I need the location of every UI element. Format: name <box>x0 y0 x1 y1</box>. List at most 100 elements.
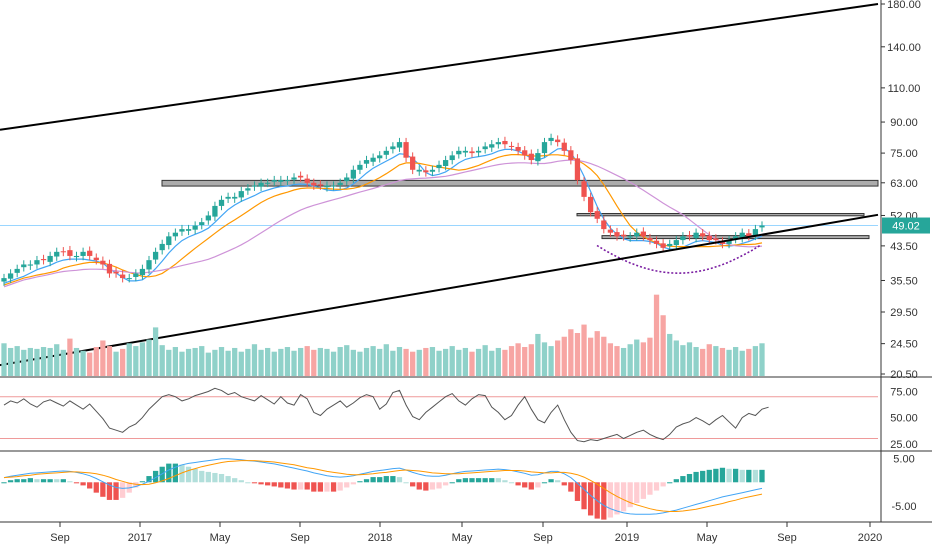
macd-histogram-bar <box>508 482 515 484</box>
macd-histogram-bar <box>350 482 356 485</box>
rsi-pane[interactable] <box>0 387 878 443</box>
candle-body <box>660 243 666 248</box>
candle-body <box>640 231 646 237</box>
candle-body <box>653 240 660 244</box>
macd-histogram-bar <box>80 482 86 486</box>
candle-body <box>647 238 653 241</box>
candle-body <box>146 260 152 270</box>
macd-histogram-bar <box>185 466 192 483</box>
candle-body <box>14 268 20 273</box>
candle-body <box>548 137 554 141</box>
macd-histogram-bar <box>100 482 106 497</box>
candle-body <box>152 251 159 260</box>
volume-bar <box>258 349 264 376</box>
macd-histogram-bar <box>673 479 679 483</box>
candle-body <box>489 144 495 148</box>
volume-bar <box>245 348 251 376</box>
volume-bar <box>297 347 304 376</box>
volume-bar <box>330 351 337 376</box>
volume-bar <box>238 351 244 376</box>
candle-body <box>337 182 343 185</box>
macd-histogram-bar <box>462 478 469 483</box>
volume-bar <box>607 343 614 376</box>
volume-bar <box>34 348 40 376</box>
candle-body <box>693 232 699 239</box>
volume-bar <box>185 348 192 376</box>
candle-body <box>218 199 225 206</box>
macd-histogram-bar <box>614 482 620 515</box>
macd-histogram-bar <box>363 479 370 483</box>
volume-bar <box>251 344 258 376</box>
candle-body <box>113 271 119 274</box>
macd-histogram-bar <box>113 482 119 500</box>
candle-body <box>324 185 330 188</box>
volume-bar <box>614 346 620 376</box>
macd-histogram-bar <box>574 482 581 501</box>
volume-pane <box>1 294 765 376</box>
macd-histogram-bar <box>330 482 337 492</box>
candle-body <box>297 175 304 178</box>
candle-body <box>607 229 614 233</box>
candle-body <box>574 158 581 181</box>
candle-body <box>87 250 93 256</box>
volume-bar <box>528 344 534 376</box>
volume-bar <box>218 347 225 376</box>
volume-bar <box>212 349 218 376</box>
price-pane[interactable] <box>0 3 879 367</box>
volume-bar <box>27 347 34 376</box>
time-tick-label: 2017 <box>128 532 152 544</box>
macd-histogram-bar <box>456 479 462 483</box>
macd-histogram-bar <box>238 480 244 483</box>
volume-bar <box>225 350 231 376</box>
volume-bar <box>601 336 607 376</box>
macd-histogram-bar <box>337 482 343 491</box>
macd-histogram-bar <box>587 482 594 516</box>
macd-histogram-bar <box>535 482 541 488</box>
candle-body <box>475 150 482 153</box>
macd-histogram-bar <box>159 466 165 483</box>
candle-body <box>166 236 172 246</box>
macd-histogram-bar <box>502 480 508 483</box>
macd-histogram-bar <box>515 482 521 486</box>
volume-bar <box>87 352 93 376</box>
candle-body <box>251 185 258 187</box>
macd-histogram-bar <box>429 482 436 490</box>
macd-histogram-bar <box>370 477 376 483</box>
macd-histogram-bar <box>297 482 304 490</box>
candle-body <box>350 169 356 179</box>
macd-histogram-bar <box>21 479 27 483</box>
macd-histogram-bar <box>317 482 324 492</box>
macd-histogram-bar <box>212 472 218 483</box>
volume-bar <box>739 350 745 376</box>
candle-body <box>581 181 587 197</box>
candle-body <box>383 150 389 155</box>
volume-bar <box>581 324 587 376</box>
volume-bar <box>284 347 291 376</box>
candle-body <box>759 225 765 228</box>
volume-bar <box>502 349 508 376</box>
macd-histogram-bar <box>146 476 152 483</box>
volume-bar <box>482 345 488 376</box>
candle-body <box>205 215 211 221</box>
candle-body <box>667 243 673 247</box>
macd-histogram-bar <box>232 478 238 483</box>
volume-bar <box>713 346 719 376</box>
macd-pane[interactable] <box>1 458 765 520</box>
macd-histogram-bar <box>14 479 20 483</box>
volume-bar <box>667 333 673 376</box>
volume-bar <box>660 315 666 376</box>
volume-bar <box>166 349 172 376</box>
candle-body <box>449 155 455 161</box>
volume-bar <box>377 348 383 376</box>
volume-bar <box>429 347 436 376</box>
candle-body <box>232 196 238 199</box>
candle-body <box>752 229 759 236</box>
volume-bar <box>265 347 271 376</box>
macd-histogram-bar <box>377 477 383 483</box>
volume-bar <box>80 350 86 376</box>
volume-bar <box>337 347 343 376</box>
volume-bar <box>462 347 469 376</box>
macd-histogram-bar <box>324 482 330 492</box>
macd-histogram-bar <box>120 482 126 498</box>
